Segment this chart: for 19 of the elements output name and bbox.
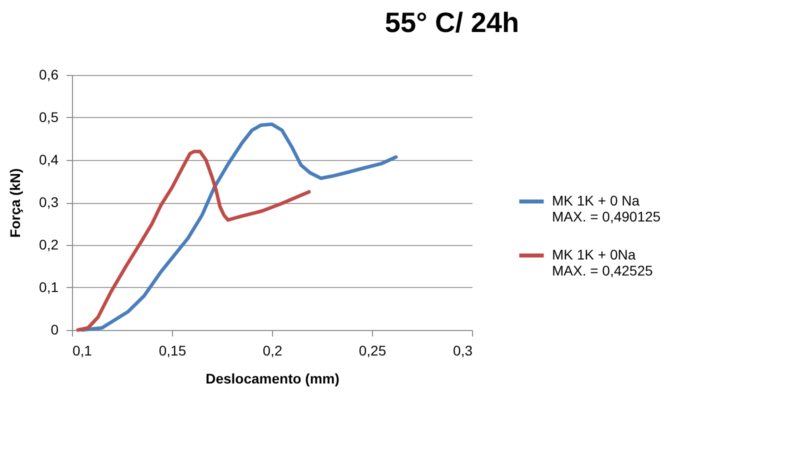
y-tick-label: 0,5 — [39, 109, 59, 125]
y-tick-label: 0 — [50, 322, 59, 338]
y-tick-label: 0,3 — [39, 194, 59, 210]
y-tick-label: 0,1 — [39, 279, 59, 295]
line-series — [80, 122, 398, 332]
x-axis-title: Deslocamento (mm) — [206, 370, 340, 386]
x-tick-label: 0,3 — [453, 342, 473, 358]
y-tick-label: 0,4 — [39, 152, 59, 168]
line-series — [76, 150, 311, 332]
y-axis-title: Força (kN) — [7, 168, 24, 238]
chart-title: 55° C/ 24h — [384, 7, 520, 38]
x-tick-label: 0,1 — [72, 342, 92, 358]
y-tick-label: 0,2 — [39, 236, 59, 252]
legend-label: MK 1K + 0 Na MAX. = 0,490125 — [552, 192, 661, 224]
legend-label: MK 1K + 0Na MAX. = 0,42525 — [552, 246, 654, 278]
y-tick-label: 0,6 — [39, 66, 59, 82]
x-tick-label: 0,15 — [158, 342, 186, 358]
x-tick-label: 0,2 — [262, 342, 282, 358]
x-tick-label: 0,25 — [358, 342, 386, 358]
